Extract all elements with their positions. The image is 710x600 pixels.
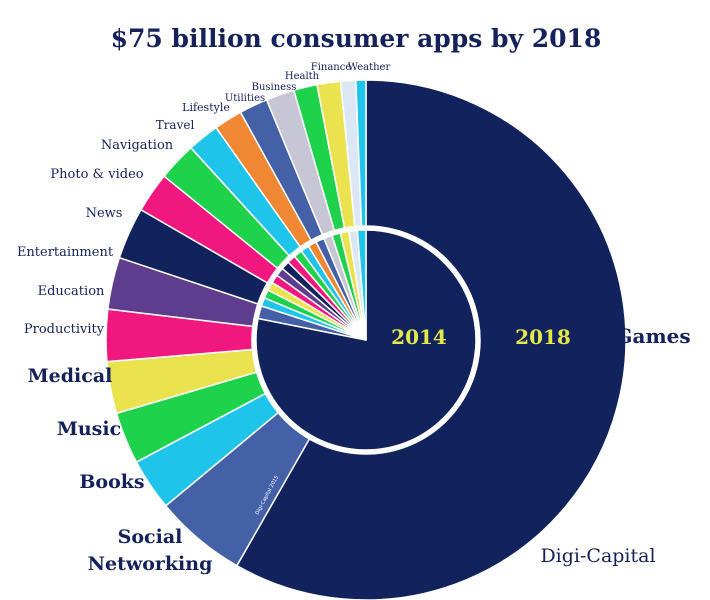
label-education: Education <box>38 284 105 299</box>
label-social-networking: Social Networking <box>88 526 213 575</box>
label-health: Health <box>285 71 320 82</box>
label-productivity: Productivity <box>24 322 105 337</box>
chart-title: $75 billion consumer apps by 2018 <box>111 24 602 53</box>
outer-ring-label: 2018 <box>515 325 571 349</box>
label-navigation: Navigation <box>101 138 174 153</box>
label-news: News <box>86 206 123 221</box>
label-games: Games <box>615 324 690 348</box>
inner-ring-label: 2014 <box>391 325 447 349</box>
label-finance: Finance <box>311 62 352 73</box>
label-business: Business <box>252 82 297 93</box>
label-medical: Medical <box>28 365 113 387</box>
label-weather: Weather <box>348 62 391 73</box>
label-books: Books <box>79 471 144 493</box>
brand-logo: Digi-Capital <box>540 545 655 567</box>
ring-separator <box>252 226 480 454</box>
label-utilities: Utilities <box>225 93 265 104</box>
outer-slice-weather <box>355 79 367 227</box>
label-lifestyle: Lifestyle <box>182 101 230 114</box>
label-travel: Travel <box>156 118 195 132</box>
label-photo-video: Photo & video <box>50 167 143 182</box>
label-music: Music <box>57 418 121 440</box>
label-entertainment: Entertainment <box>17 245 114 260</box>
inner-slice-weather <box>356 229 367 341</box>
